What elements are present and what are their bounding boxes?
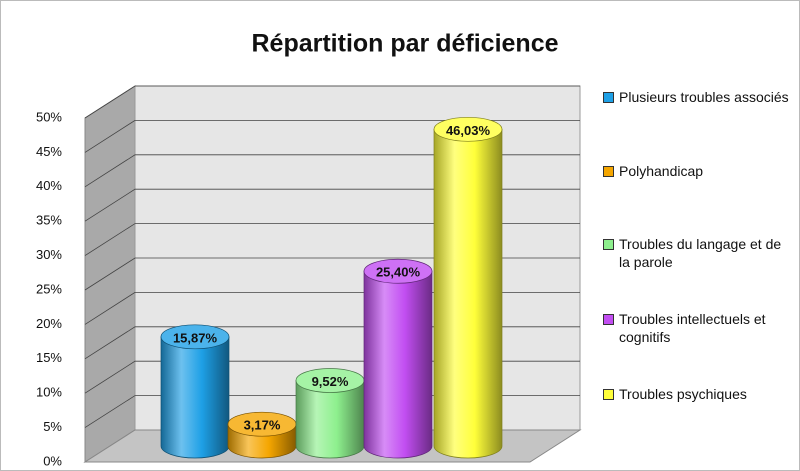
bar (433, 128, 503, 459)
legend-swatch (603, 389, 614, 400)
y-tick-label: 25% (36, 281, 62, 296)
value-label: 25,40% (376, 265, 421, 280)
grid-line (84, 154, 580, 188)
y-tick-label: 40% (36, 178, 62, 193)
grid-line (84, 257, 580, 291)
bar (295, 380, 365, 459)
legend-swatch (603, 239, 614, 250)
value-label: 3,17% (244, 418, 281, 433)
y-tick-label: 30% (36, 247, 62, 262)
y-tick-label: 5% (43, 419, 62, 434)
legend-label: Plusieurs troubles associés (619, 89, 789, 105)
value-label: 46,03% (446, 123, 491, 138)
value-label: 9,52% (312, 374, 349, 389)
y-tick-label: 35% (36, 213, 62, 228)
value-label: 15,87% (173, 330, 218, 345)
y-tick-label: 20% (36, 316, 62, 331)
y-tick-label: 15% (36, 350, 62, 365)
y-tick-label: 0% (43, 453, 62, 468)
legend-label: Troubles intellectuels et cognitifs (619, 311, 766, 345)
legend-swatch (603, 314, 614, 325)
bar-top (433, 116, 503, 142)
grid-line (84, 85, 580, 119)
legend-label: Polyhandicap (619, 163, 704, 179)
bar (363, 270, 433, 459)
bar (160, 336, 230, 459)
legend-swatch (603, 166, 614, 177)
grid-line (84, 223, 580, 256)
bar-top (160, 324, 230, 350)
y-tick-label: 10% (36, 385, 62, 400)
grid-line (84, 120, 580, 153)
legend-label: Troubles du langage et de la parole (619, 236, 782, 270)
legend-swatch (603, 92, 614, 103)
chart-title: Répartition par déficience (251, 30, 558, 58)
bar-top (363, 258, 433, 284)
y-tick-label: 45% (36, 144, 62, 159)
y-tick-label: 50% (36, 109, 62, 124)
legend-label: Troubles psychiques (619, 386, 747, 402)
grid-line (84, 188, 580, 222)
